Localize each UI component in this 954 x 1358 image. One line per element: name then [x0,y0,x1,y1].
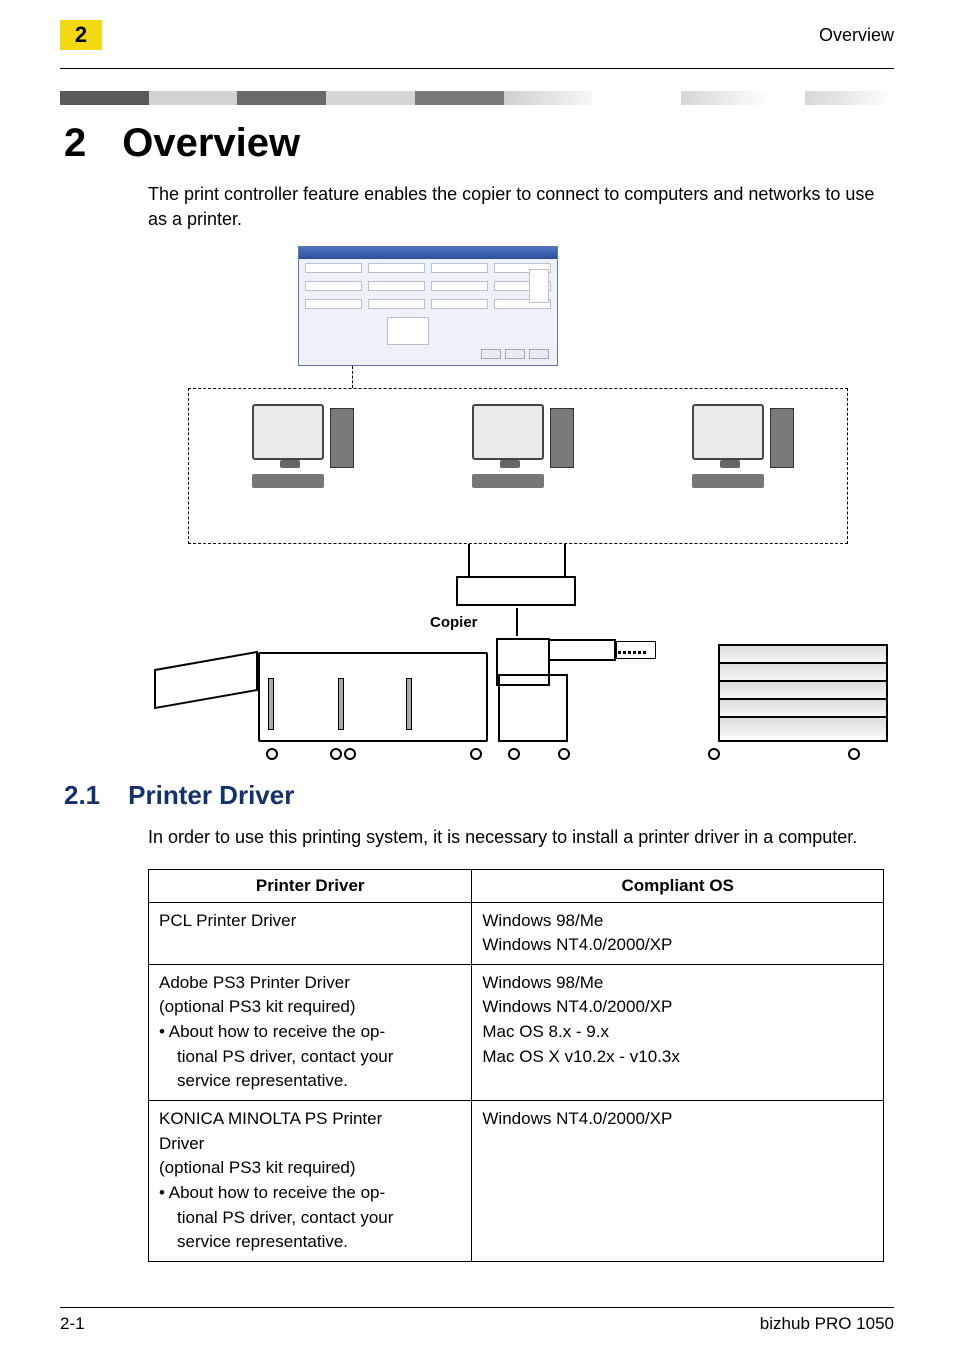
workstation-icon [228,404,348,488]
copier-illustration [148,638,888,754]
cell-text: Windows 98/Me [482,971,873,996]
cell-bullet: About how to receive the op- [159,1020,461,1045]
cell-text: Driver [159,1132,461,1157]
header-section-name: Overview [819,25,894,46]
cell-text: KONICA MINOLTA PS Printer [159,1107,461,1132]
cell-bullet: About how to receive the op- [159,1181,461,1206]
h2-number: 2.1 [64,780,100,811]
intro-paragraph: The print controller feature enables the… [148,182,884,232]
cell-text: Adobe PS3 Printer Driver [159,971,461,996]
network-diagram: Copier [148,246,884,756]
section-2-1-paragraph: In order to use this printing system, it… [148,825,884,850]
table-row: Adobe PS3 Printer Driver (optional PS3 k… [149,964,884,1100]
decorative-stripe [60,91,894,105]
cell-text: tional PS driver, contact your [177,1206,461,1231]
compat-table: Printer Driver Compliant OS PCL Printer … [148,869,884,1262]
connector-line [564,544,566,576]
hub-icon [456,576,576,606]
h2-text: Printer Driver [128,780,294,811]
cell-text: (optional PS3 kit required) [159,995,461,1020]
cell-text: Windows NT4.0/2000/XP [482,933,873,958]
cell-text: service representative. [177,1230,461,1255]
cell-text: PCL Printer Driver [159,909,461,934]
cell-text: Windows NT4.0/2000/XP [482,995,873,1020]
workstation-icon [668,404,788,488]
chapter-number-box: 2 [60,20,102,50]
cell-text: Windows NT4.0/2000/XP [482,1107,873,1132]
cell-text: Mac OS 8.x - 9.x [482,1020,873,1045]
copier-label: Copier [430,614,478,631]
cell-text: tional PS driver, contact your [177,1045,461,1070]
cell-text: (optional PS3 kit required) [159,1156,461,1181]
table-row: KONICA MINOLTA PS Printer Driver (option… [149,1101,884,1262]
cell-text: Windows 98/Me [482,909,873,934]
cell-text: service representative. [177,1069,461,1094]
chapter-number: 2 [75,22,87,48]
footer-rule [60,1307,894,1308]
table-header-driver: Printer Driver [149,869,472,902]
footer-page-number: 2-1 [60,1314,85,1334]
cell-text: Mac OS X v10.2x - v10.3x [482,1045,873,1070]
header-rule [60,68,894,69]
callout-line [352,366,353,388]
footer-product-name: bizhub PRO 1050 [760,1314,894,1334]
app-window-thumbnail [298,246,558,366]
workstation-icon [448,404,568,488]
table-row: PCL Printer Driver Windows 98/Me Windows… [149,902,884,964]
connector-line [468,544,470,576]
h1-text: Overview [122,121,300,166]
table-header-os: Compliant OS [472,869,884,902]
h1-number: 2 [64,121,86,166]
